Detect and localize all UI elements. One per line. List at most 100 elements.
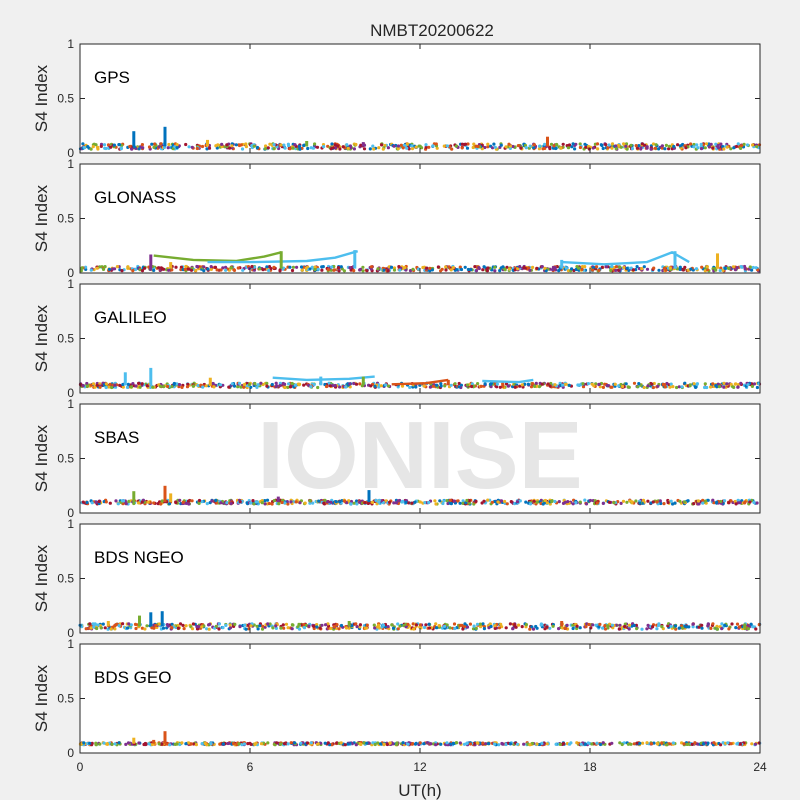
data-spike <box>353 250 357 269</box>
data-point <box>619 145 623 149</box>
data-point <box>157 622 161 626</box>
data-point <box>594 623 598 627</box>
y-axis-label: S4 Index <box>32 424 51 492</box>
data-point <box>359 742 363 747</box>
data-point <box>84 265 88 269</box>
data-point <box>373 626 377 630</box>
data-point <box>649 147 653 151</box>
data-point <box>640 267 644 271</box>
data-point <box>738 501 742 505</box>
data-point <box>748 265 752 269</box>
data-point <box>422 384 426 388</box>
data-point <box>399 143 403 147</box>
data-point <box>630 147 635 151</box>
data-point <box>214 624 218 628</box>
data-point <box>330 142 334 146</box>
data-point <box>689 142 693 146</box>
data-point <box>433 499 437 503</box>
data-point <box>127 499 131 503</box>
data-point <box>386 384 391 388</box>
data-point <box>604 143 608 147</box>
data-point <box>651 625 655 629</box>
data-point <box>705 385 709 390</box>
data-point <box>474 499 478 503</box>
y-tick-label: 0 <box>67 146 74 160</box>
data-point <box>755 501 759 505</box>
data-point <box>134 384 138 388</box>
data-point <box>184 742 188 746</box>
data-point <box>445 144 450 148</box>
y-tick-label: 0 <box>67 626 74 640</box>
data-point <box>328 384 332 388</box>
data-point <box>750 384 755 388</box>
data-point <box>427 622 431 626</box>
data-point <box>218 742 222 746</box>
data-point <box>404 500 408 504</box>
data-point <box>405 146 409 150</box>
data-point <box>332 624 336 629</box>
data-point <box>677 385 681 389</box>
data-point <box>237 381 242 385</box>
y-tick-label: 1 <box>67 37 74 51</box>
data-point <box>289 741 293 745</box>
data-point <box>288 147 292 151</box>
data-point <box>300 268 304 272</box>
data-point <box>234 143 238 147</box>
data-point <box>313 267 317 272</box>
data-point <box>184 264 188 269</box>
data-point <box>160 742 164 746</box>
data-point <box>436 265 440 269</box>
data-point <box>283 501 287 505</box>
data-point <box>493 624 497 628</box>
data-point <box>418 623 422 627</box>
data-point <box>414 385 418 389</box>
data-point <box>358 623 362 627</box>
data-point <box>590 742 594 746</box>
data-point <box>624 144 628 148</box>
data-point <box>267 501 271 506</box>
data-point <box>327 381 331 385</box>
data-point <box>239 385 243 389</box>
data-point <box>281 381 285 386</box>
data-point <box>268 622 272 626</box>
data-spike <box>319 376 323 386</box>
data-point <box>117 741 121 745</box>
data-point <box>250 265 254 269</box>
data-point <box>270 382 274 387</box>
data-point <box>291 265 295 269</box>
data-point <box>457 385 461 389</box>
data-point <box>396 146 400 151</box>
data-point <box>306 146 310 151</box>
data-point <box>620 742 624 747</box>
data-point <box>474 269 479 273</box>
data-point <box>349 502 353 506</box>
panel-glonass: 0 0.5 1 S4 Index GLONASS <box>32 157 761 280</box>
data-point <box>221 742 225 746</box>
data-spike <box>716 253 719 269</box>
data-point <box>645 267 650 271</box>
data-point <box>104 382 108 386</box>
data-point <box>352 381 356 386</box>
data-point <box>205 502 209 506</box>
data-point <box>195 265 199 269</box>
data-point <box>523 266 527 270</box>
data-point <box>152 268 156 272</box>
data-point <box>699 147 704 151</box>
x-tick-label: 24 <box>753 760 767 774</box>
data-point <box>580 265 585 269</box>
data-point <box>233 622 237 627</box>
data-point <box>124 502 128 506</box>
data-point <box>643 143 647 147</box>
data-point <box>197 498 202 503</box>
data-point <box>271 626 275 630</box>
data-point <box>637 382 641 386</box>
data-point <box>434 502 438 506</box>
data-spike <box>305 141 309 147</box>
data-point <box>711 146 715 150</box>
data-point <box>218 383 223 387</box>
data-point <box>330 265 334 269</box>
data-point <box>228 626 233 630</box>
data-point <box>266 146 270 150</box>
data-point <box>548 626 552 630</box>
data-point <box>459 267 464 272</box>
